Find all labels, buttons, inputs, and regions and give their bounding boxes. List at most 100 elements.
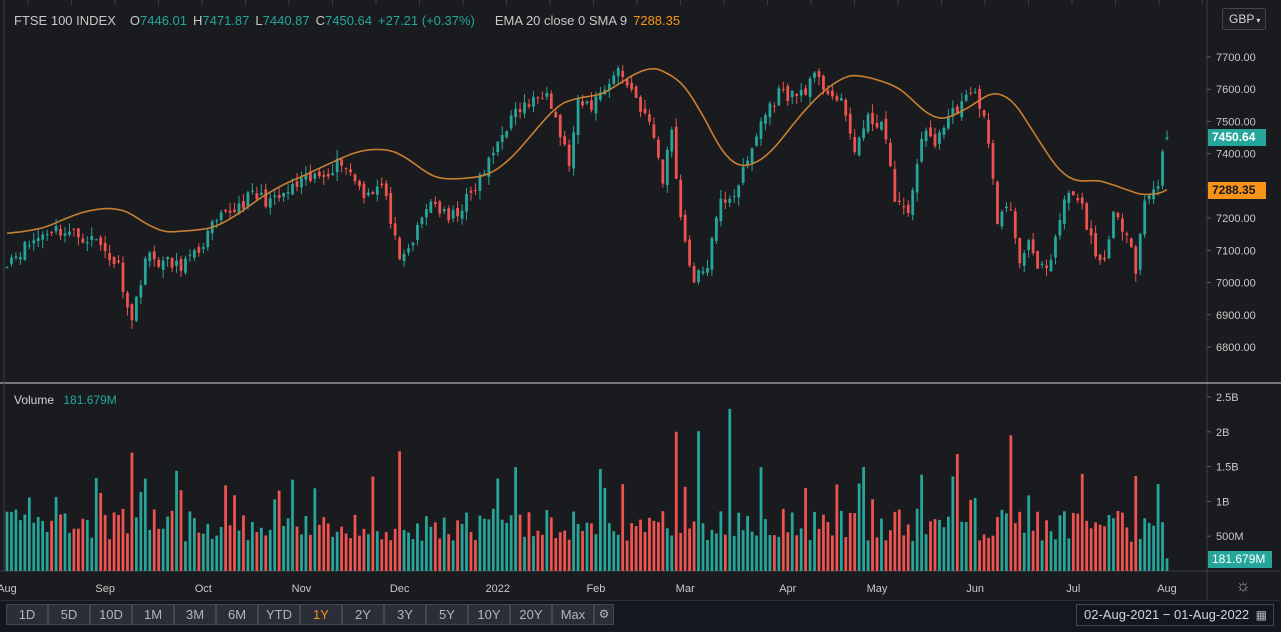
volume-bar <box>750 531 754 571</box>
range-button-1d[interactable]: 1D <box>6 604 48 625</box>
volume-bar <box>19 520 22 571</box>
volume-bar <box>697 431 700 571</box>
volume-bar <box>483 518 486 571</box>
volume-tick-label: 2.5B <box>1216 392 1239 404</box>
range-button-ytd[interactable]: YTD <box>258 604 300 625</box>
range-button-1m[interactable]: 1M <box>132 604 174 625</box>
currency-selector[interactable]: GBP ▾ <box>1222 8 1266 30</box>
volume-bar <box>603 487 607 571</box>
volume-bar <box>54 497 58 571</box>
volume-bar <box>723 534 727 571</box>
range-button-max[interactable]: Max <box>552 604 594 625</box>
candle-body <box>585 101 589 104</box>
volume-bar <box>407 532 410 571</box>
volume-bar <box>630 523 633 571</box>
time-tick-label: Dec <box>390 583 410 595</box>
candle-body <box>85 242 89 244</box>
range-button-2y[interactable]: 2Y <box>342 604 384 625</box>
volume-bar <box>393 528 397 571</box>
volume-bar <box>206 523 210 571</box>
range-button-6m[interactable]: 6M <box>216 604 258 625</box>
volume-bar <box>643 532 647 571</box>
chart-area[interactable]: 6800.006900.007000.007100.007200.007300.… <box>0 0 1281 600</box>
volume-bar <box>612 531 616 571</box>
volume-bar <box>773 535 776 571</box>
volume-bar <box>41 521 45 571</box>
volume-bar <box>951 476 955 571</box>
candle-body <box>915 164 919 193</box>
price-tick-label: 7100.00 <box>1216 245 1256 257</box>
candle-body <box>500 135 504 143</box>
range-button-5d[interactable]: 5D <box>48 604 90 625</box>
candle-body <box>322 175 326 177</box>
candle-body <box>987 119 990 144</box>
candle-body <box>857 137 861 156</box>
range-button-1y[interactable]: 1Y <box>300 604 342 625</box>
volume-bar <box>911 540 915 571</box>
volume-bar <box>657 522 660 571</box>
range-button-3y[interactable]: 3Y <box>384 604 426 625</box>
volume-bar <box>661 511 665 571</box>
volume-bar <box>532 536 535 571</box>
volume-bar <box>826 522 830 571</box>
volume-bar <box>1165 558 1169 571</box>
candle-body <box>1054 236 1057 258</box>
volume-bar <box>1036 511 1039 571</box>
candle-body <box>1098 254 1102 261</box>
price-volume-chart[interactable]: 6800.006900.007000.007100.007200.007300.… <box>0 0 1281 600</box>
candle-body <box>14 256 18 258</box>
range-button-3m[interactable]: 3M <box>174 604 216 625</box>
candle-body <box>1129 238 1133 248</box>
candle-body <box>594 96 598 114</box>
candle-body <box>1103 257 1106 260</box>
volume-bar <box>777 536 781 571</box>
volume-bar <box>683 486 687 571</box>
range-button-group: 1D 5D 10D 1M 3M 6M YTD 1Y 2Y 3Y 5Y 10Y 20Y Max ⚙ <box>6 604 614 625</box>
volume-bar <box>255 532 259 571</box>
candle-body <box>523 102 526 114</box>
volume-bar <box>126 533 129 571</box>
volume-bar <box>143 478 147 571</box>
candle-body <box>228 210 232 213</box>
candle-body <box>826 90 830 95</box>
open-label: O <box>129 13 140 28</box>
candle-body <box>969 92 973 94</box>
candle-body <box>478 174 482 191</box>
candle-body <box>170 257 174 268</box>
candle-body <box>304 174 308 180</box>
candle-body <box>1125 233 1129 235</box>
volume-bar <box>1098 524 1102 571</box>
time-tick-label: Feb <box>586 583 605 595</box>
candle-body <box>505 131 509 138</box>
volume-bar <box>536 530 540 571</box>
candle-body <box>219 212 223 221</box>
volume-bar <box>599 468 602 571</box>
close-value: 7450.64 <box>325 13 373 28</box>
volume-bar <box>786 532 790 571</box>
volume-bar <box>554 538 558 571</box>
volume-bar <box>889 530 892 571</box>
candle-body <box>380 183 384 186</box>
volume-bar <box>594 534 598 571</box>
candle-body <box>991 143 995 179</box>
candle-body <box>54 225 58 232</box>
chart-settings-icon[interactable]: ☼ <box>1235 576 1251 595</box>
volume-label: Volume <box>14 393 55 407</box>
volume-bar <box>282 525 285 571</box>
candle-body <box>1036 251 1039 269</box>
date-range-selector[interactable]: 02-Aug-2021 − 01-Aug-2022 ▦ <box>1076 604 1274 626</box>
range-button-20y[interactable]: 20Y <box>510 604 552 625</box>
volume-bar <box>68 532 71 571</box>
range-button-10y[interactable]: 10Y <box>468 604 510 625</box>
candle-body <box>697 269 700 282</box>
volume-bar <box>1161 522 1164 571</box>
range-button-10d[interactable]: 10D <box>90 604 132 625</box>
candle-body <box>786 86 790 102</box>
candle-body <box>103 242 107 252</box>
candle-body <box>411 242 415 246</box>
ema-label: EMA 20 close 0 SMA 9 <box>494 13 628 28</box>
range-button-5y[interactable]: 5Y <box>426 604 468 625</box>
gear-icon[interactable]: ⚙ <box>594 604 614 625</box>
candle-body <box>532 96 535 107</box>
volume-bar <box>1049 531 1053 571</box>
